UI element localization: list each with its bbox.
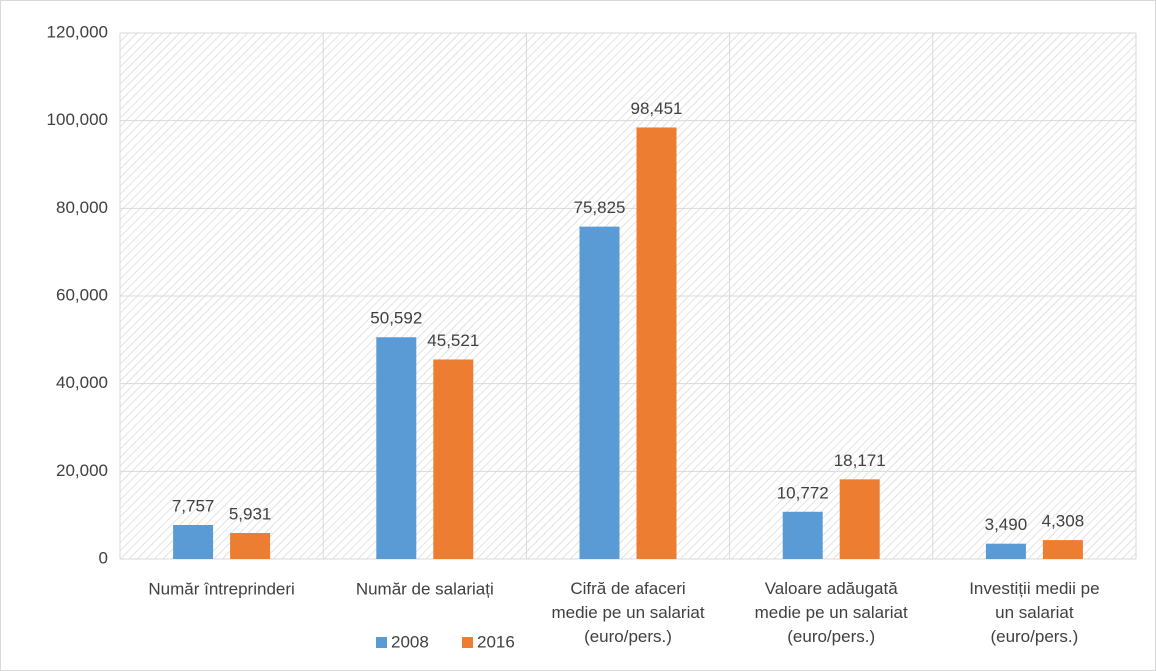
data-label: 45,521 xyxy=(427,331,479,350)
legend-label: 2016 xyxy=(477,632,515,651)
data-label: 3,490 xyxy=(985,515,1028,534)
bar xyxy=(839,479,880,559)
bar xyxy=(173,524,214,559)
bar xyxy=(230,533,271,559)
data-label: 75,825 xyxy=(574,198,626,217)
data-label: 5,931 xyxy=(229,504,272,523)
y-tick-label: 0 xyxy=(99,548,108,567)
y-tick-label: 20,000 xyxy=(56,461,108,480)
legend-label: 2008 xyxy=(391,632,429,651)
data-label: 4,308 xyxy=(1042,512,1085,531)
bar xyxy=(579,226,620,560)
bar xyxy=(782,511,823,559)
bar xyxy=(985,543,1026,559)
x-tick-label: Număr de salariați xyxy=(356,579,494,598)
legend-swatch xyxy=(462,637,473,648)
y-tick-label: 60,000 xyxy=(56,285,108,304)
data-label: 98,451 xyxy=(631,99,683,118)
data-label: 10,772 xyxy=(777,483,829,502)
data-label: 18,171 xyxy=(834,451,886,470)
bar xyxy=(1042,540,1083,559)
bar xyxy=(433,359,474,559)
bar xyxy=(636,127,677,559)
y-tick-label: 40,000 xyxy=(56,373,108,392)
y-tick-label: 80,000 xyxy=(56,198,108,217)
data-label: 50,592 xyxy=(370,309,422,328)
data-label: 7,757 xyxy=(172,496,215,515)
legend-swatch xyxy=(376,637,387,648)
x-tick-label: Cifră de afaceri medie pe un salariat (eur… xyxy=(551,579,704,646)
bar xyxy=(376,337,417,559)
x-tick-label: Număr întreprinderi xyxy=(148,579,294,598)
y-tick-label: 120,000 xyxy=(47,22,108,41)
x-tick-label: Investiții medii pe un salariat (euro/pers… xyxy=(969,579,1099,646)
y-tick-label: 100,000 xyxy=(47,110,108,129)
x-tick-label: Valoare adăugată medie pe un salariat (eur… xyxy=(755,579,908,646)
